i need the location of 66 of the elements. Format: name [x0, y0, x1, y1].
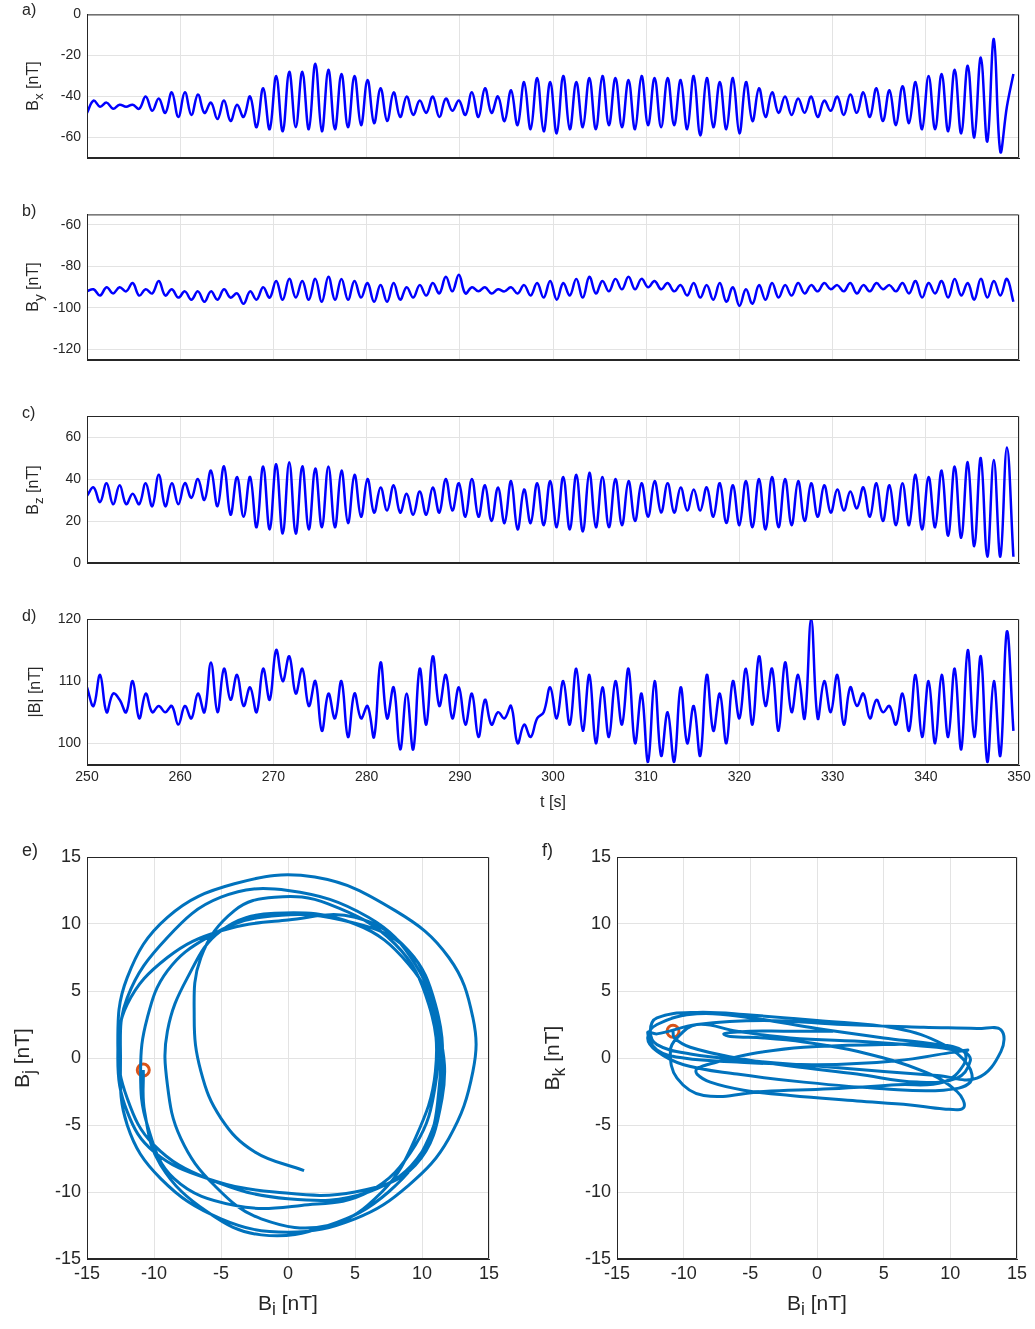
y-tick-label: -15 — [584, 1247, 611, 1268]
y-tick-label: 0 — [73, 5, 82, 22]
y-tick-label: 5 — [70, 979, 81, 1000]
x-axis-title: B$_{i}$ [nT] — [258, 1291, 318, 1321]
x-tick-label: 10 — [940, 1262, 961, 1283]
y-tick-label: -120 — [52, 340, 82, 357]
y-tick-label: 40 — [65, 469, 82, 486]
y-tick-label: 110 — [58, 671, 82, 688]
x-tick-label: 270 — [261, 768, 286, 785]
y-tick-label: -15 — [54, 1247, 81, 1268]
chart-title: f) — [542, 840, 553, 861]
y-tick-label: 15 — [60, 845, 81, 866]
x-tick-label: 5 — [878, 1262, 889, 1283]
y-tick-label: -5 — [594, 1113, 611, 1134]
y-tick-label: 10 — [60, 912, 81, 933]
y-tick-label: -60 — [60, 128, 82, 145]
x-tick-label: 320 — [727, 768, 752, 785]
y-axis-title: |B| [nT] — [26, 666, 44, 718]
y-tick-label: 0 — [70, 1046, 81, 1067]
x-tick-label: 10 — [411, 1262, 433, 1283]
x-tick-label: 15 — [1006, 1262, 1028, 1283]
x-tick-label: 260 — [168, 768, 193, 785]
chart-title: a) — [22, 1, 37, 19]
x-tick-label: 340 — [914, 768, 938, 785]
x-tick-label: -5 — [742, 1262, 759, 1283]
chart-title: c) — [22, 404, 36, 422]
x-tick-label: 310 — [634, 768, 659, 785]
x-tick-label: -5 — [212, 1262, 230, 1283]
y-tick-label: 5 — [600, 979, 611, 1000]
y-tick-label: -10 — [54, 1180, 81, 1201]
y-tick-label: 10 — [590, 912, 611, 933]
y-tick-label: -60 — [60, 215, 82, 232]
chart-title: d) — [22, 607, 37, 625]
x-tick-label: 300 — [541, 768, 565, 785]
y-tick-label: 20 — [65, 511, 82, 528]
x-tick-label: 250 — [75, 768, 99, 785]
x-tick-label: 280 — [354, 768, 379, 785]
chart-title: b) — [22, 202, 37, 220]
y-tick-label: 60 — [65, 427, 82, 444]
y-tick-label: -100 — [52, 298, 82, 315]
x-tick-label: 330 — [820, 768, 845, 785]
y-tick-label: 120 — [57, 609, 82, 626]
y-tick-label: -40 — [60, 87, 82, 104]
x-tick-label: 0 — [811, 1262, 823, 1283]
x-axis-title: t [s] — [540, 793, 566, 811]
x-tick-label: 5 — [349, 1262, 361, 1283]
line-series — [87, 37, 1015, 154]
y-tick-label: 100 — [57, 734, 82, 751]
y-tick-label: -10 — [584, 1180, 611, 1201]
x-tick-label: 290 — [448, 768, 472, 785]
y-tick-label: -20 — [60, 46, 82, 63]
y-tick-label: 0 — [600, 1046, 611, 1067]
y-tick-label: 0 — [73, 553, 82, 570]
chart-title: e) — [22, 840, 39, 861]
line-series — [87, 273, 1015, 308]
x-tick-label: -10 — [670, 1262, 697, 1283]
y-tick-label: -80 — [60, 257, 82, 274]
x-tick-label: 15 — [478, 1262, 500, 1283]
x-tick-label: 350 — [1007, 768, 1031, 785]
y-tick-label: -5 — [64, 1113, 81, 1134]
line-series — [87, 446, 1015, 558]
x-axis-title: B$_{i}$ [nT] — [787, 1291, 847, 1321]
x-tick-label: 0 — [282, 1262, 294, 1283]
line-series — [87, 619, 1015, 764]
y-tick-label: 15 — [590, 845, 611, 866]
x-tick-label: -10 — [140, 1262, 168, 1283]
